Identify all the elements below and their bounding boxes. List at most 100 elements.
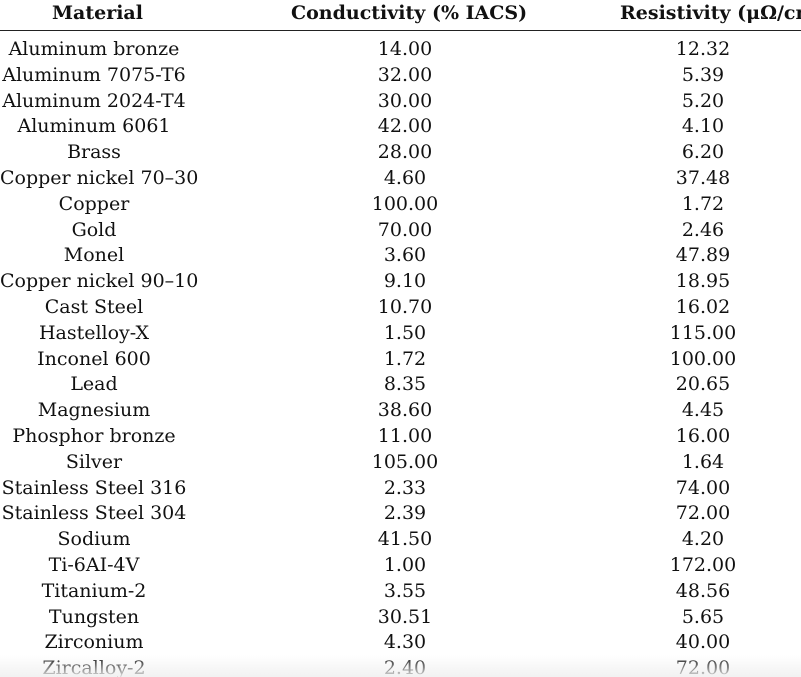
resistivity-cell: 5.20	[681, 89, 725, 112]
conductivity-cell: 4.60	[383, 166, 427, 189]
table-row: Stainless Steel 304 2.39 72.00	[0, 501, 801, 527]
resistivity-cell: 72.00	[675, 657, 731, 677]
table-row: Silver 105.00 1.64	[0, 450, 801, 476]
conductivity-cell: 41.50	[377, 528, 433, 551]
table-row: Lead 8.35 20.65	[0, 372, 801, 398]
conductivity-cell: 30.51	[377, 605, 433, 628]
conductivity-cell: 4.30	[383, 631, 427, 654]
conductivity-cell: 8.35	[383, 373, 427, 396]
table-header: Material Conductivity (% IACS) Resistivi…	[0, 0, 801, 31]
material-cell: Ti-6AI-4V	[48, 553, 140, 576]
conductivity-cell: 2.33	[383, 476, 427, 499]
table-body: Aluminum bronze 14.00 12.32 Aluminum 7075-T…	[0, 37, 801, 677]
table-row: Zircalloy-2 2.40 72.00	[0, 656, 801, 677]
conductivity-cell: 42.00	[377, 115, 433, 138]
resistivity-cell: 12.32	[675, 38, 731, 60]
resistivity-cell: 100.00	[669, 347, 737, 370]
table-row: Sodium 41.50 4.20	[0, 527, 801, 553]
table-row: Stainless Steel 316 2.33 74.00	[0, 476, 801, 502]
material-cell: Lead	[70, 373, 118, 396]
resistivity-cell: 4.10	[681, 115, 725, 138]
material-cell: Silver	[65, 450, 123, 473]
table-row: Phosphor bronze 11.00 16.00	[0, 424, 801, 450]
table-row: Aluminum 7075-T6 32.00 5.39	[0, 63, 801, 89]
conductivity-cell: 1.72	[383, 347, 427, 370]
conductivity-cell: 11.00	[377, 424, 433, 447]
resistivity-cell: 4.20	[681, 528, 725, 551]
table-row: Zirconium 4.30 40.00	[0, 630, 801, 656]
table-row: Copper nickel 90–10 9.10 18.95	[0, 269, 801, 295]
table-row: Gold 70.00 2.46	[0, 218, 801, 244]
resistivity-cell: 115.00	[669, 321, 737, 344]
table-row: Tungsten 30.51 5.65	[0, 605, 801, 631]
resistivity-cell: 5.39	[681, 63, 725, 86]
conductivity-cell: 100.00	[371, 192, 439, 215]
conductivity-cell: 2.40	[383, 657, 427, 677]
conductivity-cell: 70.00	[377, 218, 433, 241]
conductivity-cell: 2.39	[383, 502, 427, 525]
resistivity-cell: 16.02	[675, 295, 731, 318]
conductivity-cell: 28.00	[377, 141, 433, 164]
conductivity-cell: 105.00	[371, 450, 439, 473]
material-cell: Inconel 600	[37, 347, 151, 370]
resistivity-cell: 1.72	[681, 192, 725, 215]
resistivity-cell: 172.00	[669, 553, 737, 576]
material-cell: Zirconium	[44, 631, 144, 654]
conductivity-cell: 38.60	[377, 399, 433, 422]
resistivity-cell: 18.95	[675, 270, 731, 293]
table-row: Ti-6AI-4V 1.00 172.00	[0, 553, 801, 579]
material-cell: Aluminum bronze	[8, 38, 180, 60]
resistivity-cell: 37.48	[675, 166, 731, 189]
material-cell: Aluminum 2024-T4	[2, 89, 186, 112]
table-row: Aluminum 6061 42.00 4.10	[0, 114, 801, 140]
resistivity-cell: 4.45	[681, 399, 725, 422]
material-cell: Sodium	[57, 528, 131, 551]
conductivity-cell: 32.00	[377, 63, 433, 86]
material-cell: Magnesium	[37, 399, 151, 422]
table-row: Titanium-2 3.55 48.56	[0, 579, 801, 605]
material-cell: Monel	[63, 244, 125, 267]
header-resistivity: Resistivity (μΩ/cm)	[620, 2, 801, 24]
resistivity-cell: 40.00	[675, 631, 731, 654]
material-cell: Aluminum 6061	[17, 115, 171, 138]
table-row: Cast Steel 10.70 16.02	[0, 295, 801, 321]
material-cell: Titanium-2	[41, 579, 147, 602]
material-cell: Tungsten	[48, 605, 140, 628]
resistivity-cell: 47.89	[675, 244, 731, 267]
material-cell: Stainless Steel 316	[1, 476, 187, 499]
material-cell: Phosphor bronze	[12, 424, 176, 447]
resistivity-cell: 74.00	[675, 476, 731, 499]
table-row: Copper nickel 70–30 4.60 37.48	[0, 166, 801, 192]
resistivity-cell: 6.20	[681, 141, 725, 164]
conductivity-cell: 14.00	[377, 38, 433, 60]
material-cell: Zircalloy-2	[42, 657, 146, 677]
table-row: Monel 3.60 47.89	[0, 243, 801, 269]
resistivity-cell: 1.64	[681, 450, 725, 473]
conductivity-cell: 10.70	[377, 295, 433, 318]
header-material: Material	[52, 2, 143, 24]
material-cell: Copper nickel 70–30	[0, 166, 199, 189]
resistivity-cell: 16.00	[675, 424, 731, 447]
material-cell: Cast Steel	[44, 295, 144, 318]
table-row: Hastelloy-X 1.50 115.00	[0, 321, 801, 347]
material-cell: Gold	[71, 218, 117, 241]
conductivity-cell: 1.50	[383, 321, 427, 344]
material-cell: Stainless Steel 304	[1, 502, 187, 525]
material-cell: Copper	[58, 192, 130, 215]
resistivity-cell: 5.65	[681, 605, 725, 628]
resistivity-cell: 72.00	[675, 502, 731, 525]
resistivity-cell: 2.46	[681, 218, 725, 241]
table-row: Aluminum 2024-T4 30.00 5.20	[0, 89, 801, 115]
table-row: Copper 100.00 1.72	[0, 192, 801, 218]
conductivity-cell: 3.55	[383, 579, 427, 602]
material-cell: Brass	[67, 141, 121, 164]
resistivity-cell: 20.65	[675, 373, 731, 396]
conductivity-cell: 30.00	[377, 89, 433, 112]
conductivity-cell: 1.00	[383, 553, 427, 576]
resistivity-cell: 48.56	[675, 579, 731, 602]
material-cell: Hastelloy-X	[38, 321, 150, 344]
material-cell: Aluminum 7075-T6	[2, 63, 186, 86]
material-cell: Copper nickel 90–10	[0, 270, 199, 293]
table-row: Magnesium 38.60 4.45	[0, 398, 801, 424]
